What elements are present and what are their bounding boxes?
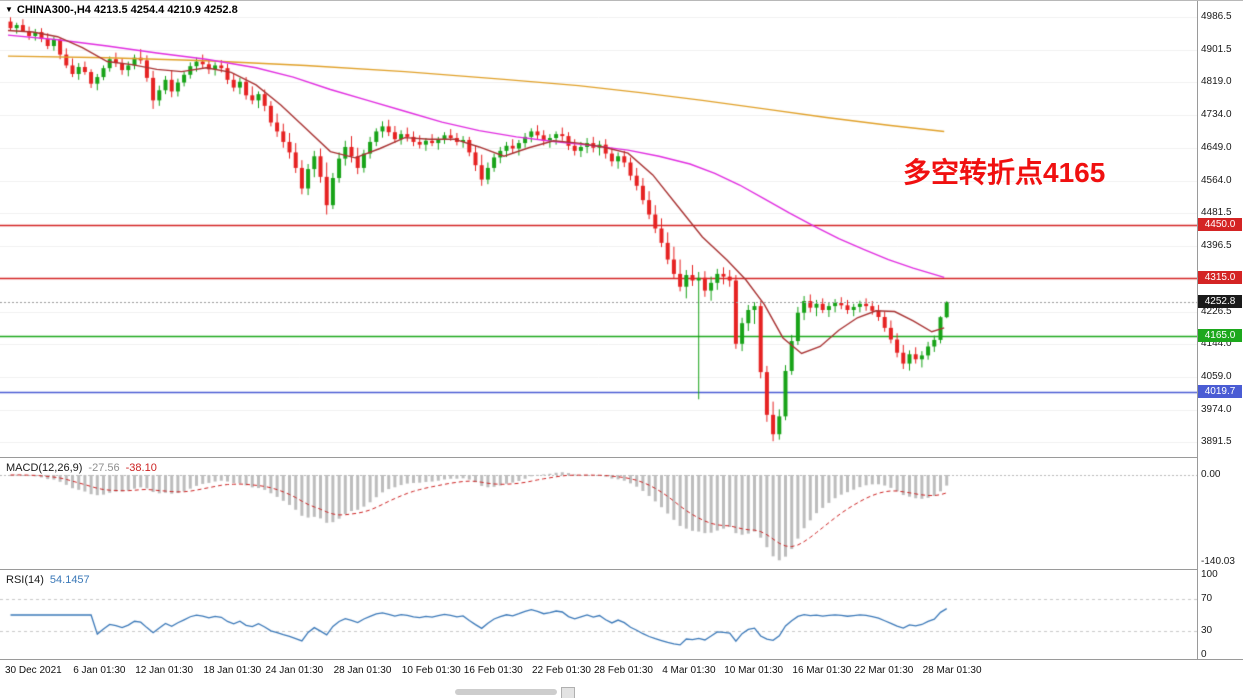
macd-label: MACD(12,26,9) [6, 462, 83, 474]
annotation-text[interactable]: 多空转折点4165 [903, 157, 1106, 188]
price-tick-label: 3974.0 [1201, 404, 1232, 416]
price-tick-label: 4564.0 [1201, 175, 1232, 187]
rsi-label-row: RSI(14) 54.1457 [6, 574, 90, 586]
price-tick-label: 4144.0 [1201, 338, 1232, 350]
level-price-badge: 4450.0 [1198, 218, 1242, 232]
time-axis-label: 28 Jan 01:30 [333, 665, 392, 676]
level-price-badge: 4315.0 [1198, 270, 1242, 284]
time-axis[interactable]: 30 Dec 2021 6 Jan 01:30 12 Jan 01:30 18 Jan… [0, 661, 1243, 681]
price-tick-label: 4986.5 [1201, 11, 1232, 23]
macd-tick-label: 0.00 [1201, 469, 1221, 480]
price-axis[interactable]: 4986.5 4901.5 4819.0 4734.0 4649.0 4564.0 4481… [1197, 1, 1243, 660]
collapse-triangle-icon[interactable]: ▼ [5, 5, 13, 14]
chart-ohlc-values: 4213.5 4254.4 4210.9 4252.8 [93, 4, 238, 16]
price-tick-label: 4901.5 [1201, 44, 1232, 56]
time-axis-label: 16 Mar 01:30 [792, 665, 852, 676]
rsi-label: RSI(14) [6, 574, 44, 586]
time-axis-label: 12 Jan 01:30 [135, 665, 194, 676]
price-tick-label: 4649.0 [1201, 142, 1232, 154]
time-axis-label: 30 Dec 2021 [5, 665, 62, 676]
time-axis-label: 18 Jan 01:30 [203, 665, 262, 676]
price-tick-label: 4734.0 [1201, 109, 1232, 121]
time-axis-label: 4 Mar 01:30 [662, 665, 716, 676]
time-axis-label: 10 Feb 01:30 [401, 665, 461, 676]
time-axis-label: 10 Mar 01:30 [724, 665, 784, 676]
price-tick-label: 4396.5 [1201, 240, 1232, 252]
candlestick-chart[interactable] [0, 1, 1197, 457]
rsi-tick-label: 70 [1201, 593, 1213, 604]
time-axis-label: 28 Mar 01:30 [922, 665, 982, 676]
level-price-badge: 4019.7 [1198, 385, 1242, 399]
chart-symbol-timeframe: CHINA300-,H4 [16, 4, 91, 16]
price-tick-label: 4059.0 [1201, 371, 1232, 383]
rsi-tick-label: 30 [1201, 625, 1213, 636]
horizontal-scrollbar[interactable] [455, 689, 557, 695]
panel-separator[interactable] [0, 457, 1243, 458]
current-price-badge: 4252.8 [1198, 294, 1242, 308]
macd-label-row: MACD(12,26,9) -27.56 -38.10 [6, 462, 157, 474]
time-axis-label: 22 Feb 01:30 [532, 665, 591, 676]
panel-separator[interactable] [0, 659, 1243, 660]
rsi-value: 54.1457 [49, 574, 90, 586]
bottom-strip [0, 682, 1243, 698]
chart-title-bar: ▼ CHINA300-,H4 4213.5 4254.4 4210.9 4252.… [5, 4, 238, 16]
rsi-tick-label: 100 [1201, 569, 1218, 580]
time-axis-label: 24 Jan 01:30 [265, 665, 324, 676]
macd-tick-label: -140.03 [1201, 555, 1235, 567]
time-axis-label: 6 Jan 01:30 [73, 665, 126, 676]
rsi-tick-label: 0 [1201, 649, 1207, 660]
price-tick-label: 4481.5 [1201, 207, 1232, 219]
macd-signal-value: -38.10 [125, 462, 157, 474]
level-price-badge: 4165.0 [1198, 329, 1242, 342]
panel-separator[interactable] [0, 569, 1243, 570]
price-tick-label: 4226.5 [1201, 306, 1232, 318]
time-axis-label: 22 Mar 01:30 [854, 665, 914, 676]
macd-main-value: -27.56 [88, 462, 120, 474]
price-tick-label: 4819.0 [1201, 76, 1232, 88]
rsi-indicator-chart[interactable] [0, 571, 1197, 659]
macd-indicator-chart[interactable] [0, 459, 1197, 569]
time-axis-label: 16 Feb 01:30 [463, 665, 523, 676]
time-axis-label: 28 Feb 01:30 [594, 665, 653, 676]
scrollbar-handle[interactable] [561, 687, 575, 698]
price-tick-label: 3891.5 [1201, 436, 1232, 448]
